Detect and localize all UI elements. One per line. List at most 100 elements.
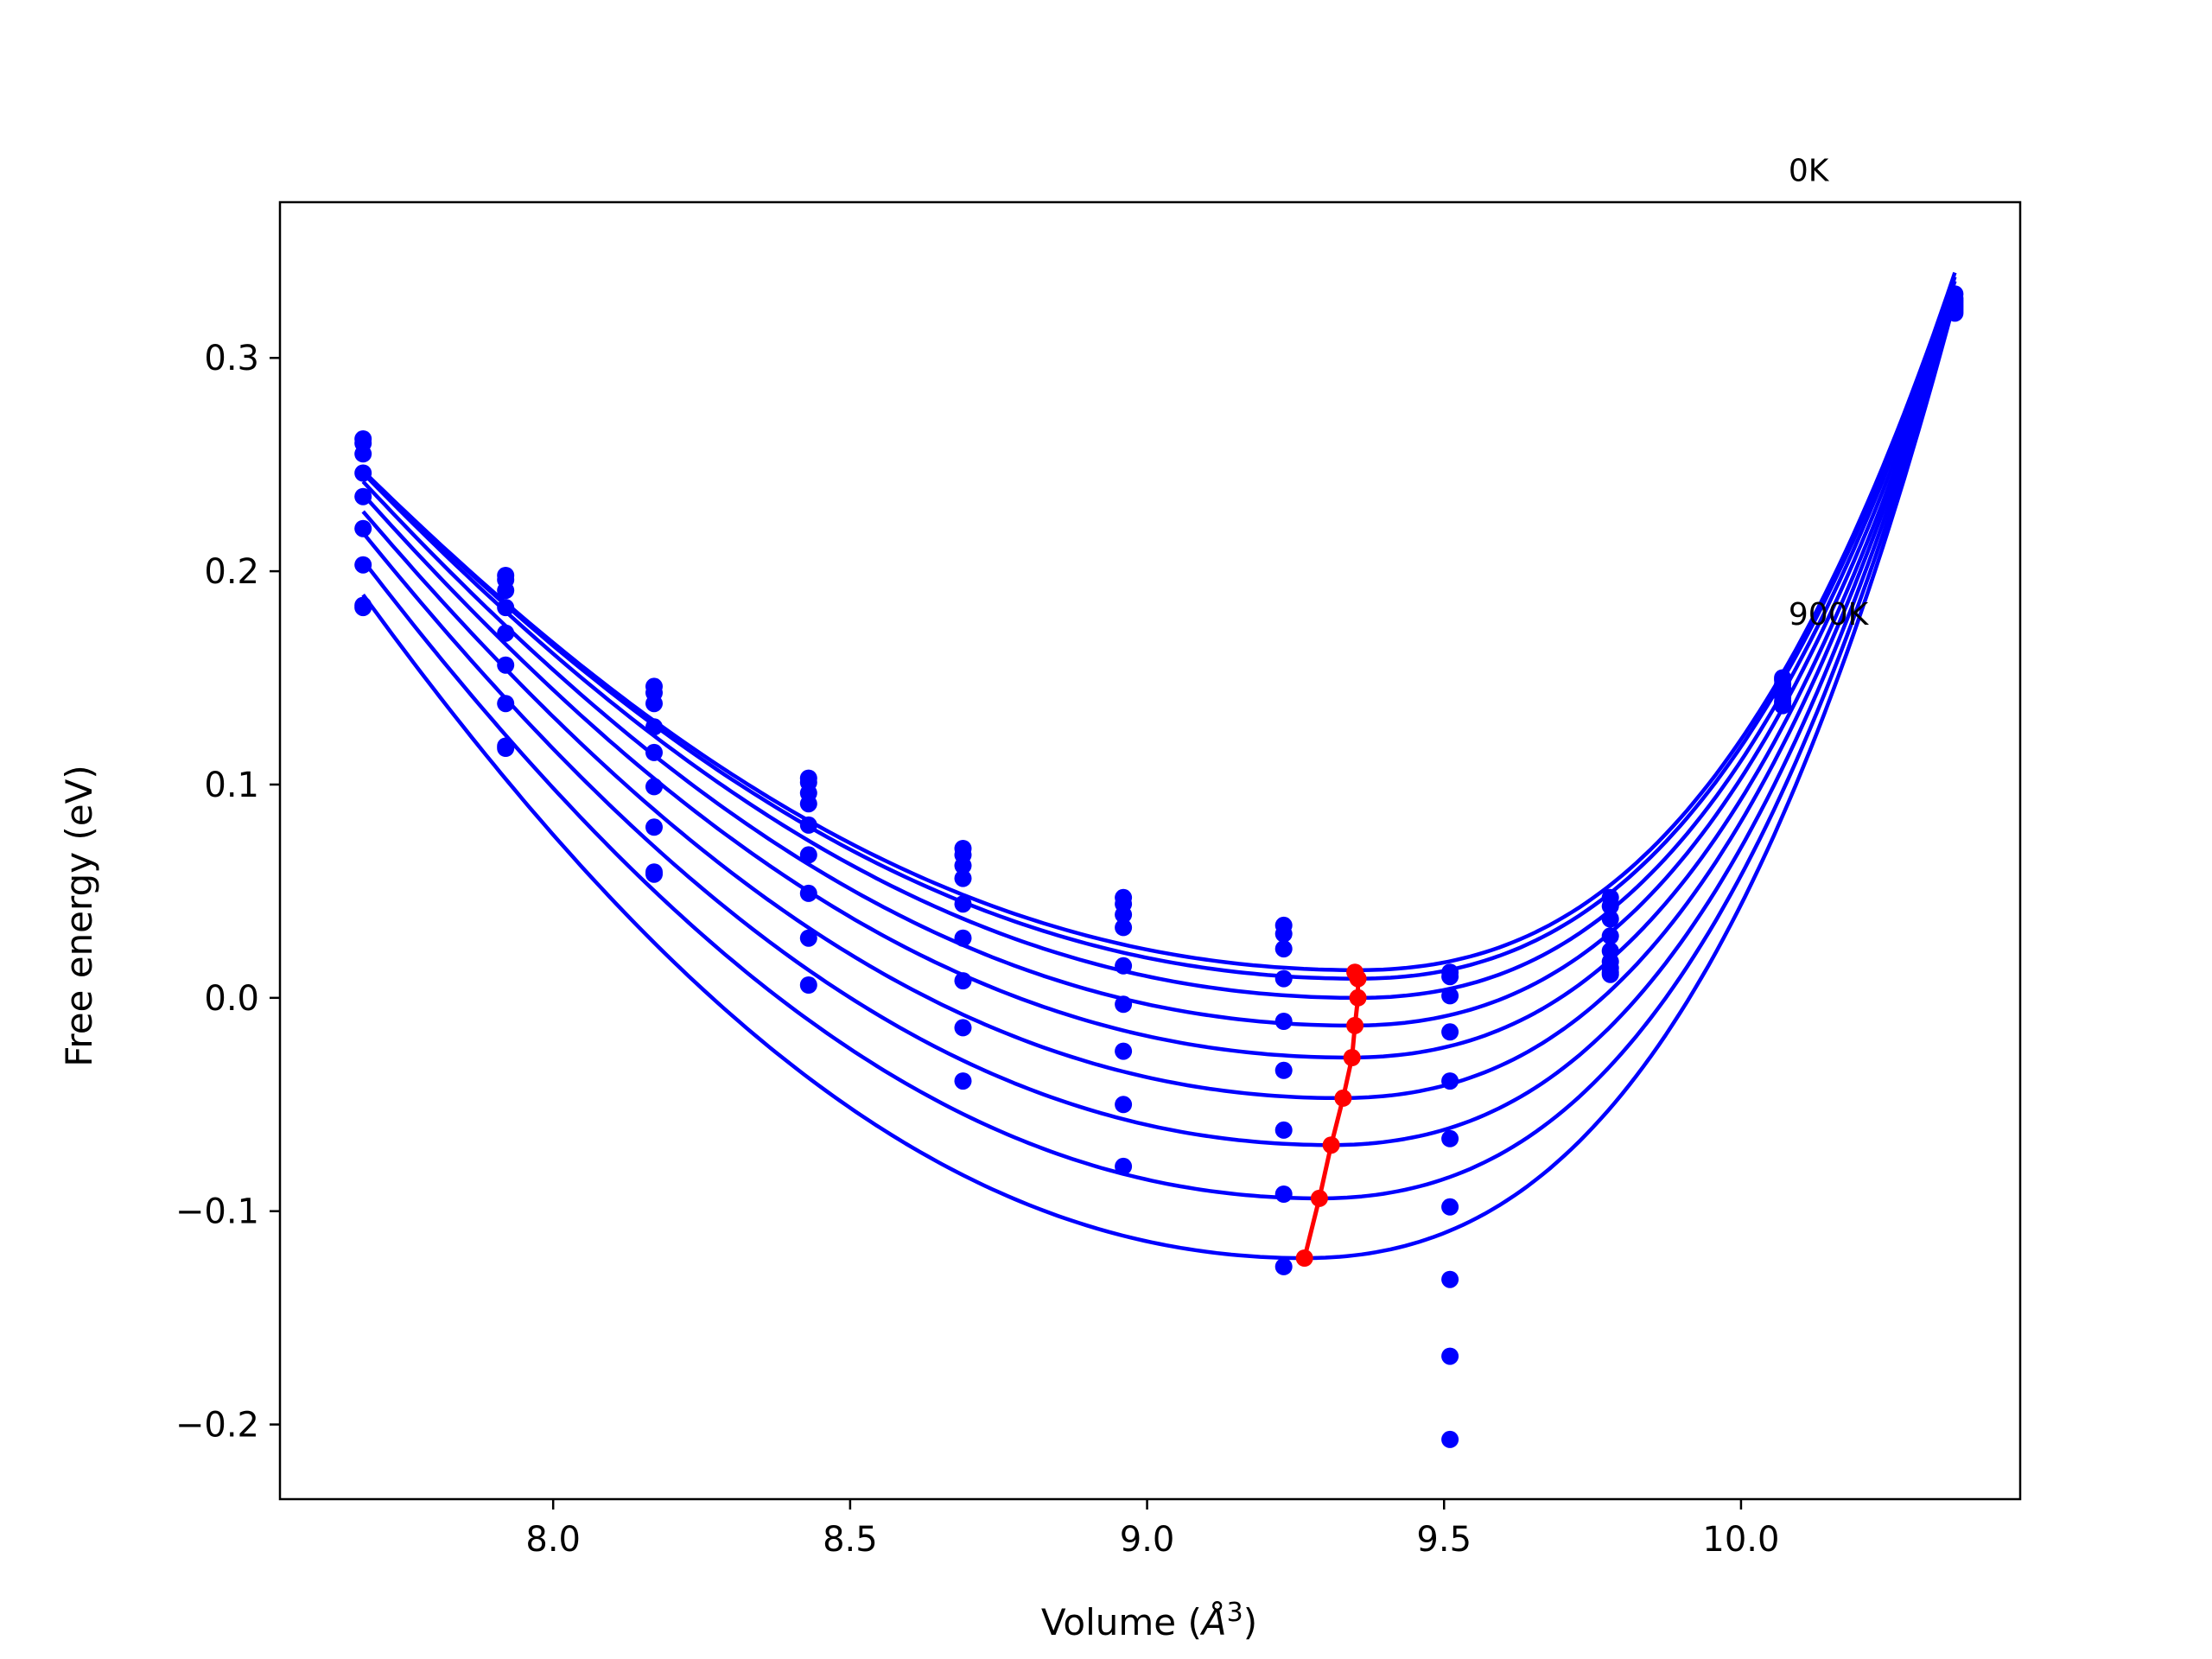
fit-curve-1: [361, 276, 1957, 981]
x-tick-label: 8.5: [823, 1520, 878, 1560]
data-point-s5-2: [645, 778, 663, 796]
axis-ticks: 8.0 8.5 9.0 9.5 10.0 −0.2 −0.1 0.0 0.1 0.2 0.3: [175, 339, 1780, 1560]
x-axis-label-exponent: 3: [1227, 1598, 1243, 1628]
data-point-s3-4: [954, 869, 972, 887]
y-tick-label: 0.0: [204, 979, 259, 1019]
y-tick-label: −0.1: [175, 1192, 259, 1232]
data-point-s3-6: [1274, 969, 1293, 988]
x-axis-label-text: Volume (: [1041, 1601, 1202, 1643]
y-axis-label: Free energy (eV): [58, 765, 100, 1067]
data-point-s7-5: [1115, 1096, 1133, 1114]
x-tick-label: 9.5: [1416, 1520, 1471, 1560]
data-point-s3-2: [645, 718, 663, 736]
data-point-s4-7: [1441, 1072, 1459, 1090]
fit-curve-0: [361, 271, 1957, 972]
data-point-s4-3: [799, 816, 817, 834]
data-point-s8-4: [954, 1072, 972, 1090]
fit-curve-2: [361, 280, 1957, 1001]
fit-curve-7: [361, 297, 1957, 1201]
y-tick-label: 0.2: [204, 552, 259, 592]
minimum-point-4: [1343, 1049, 1361, 1066]
x-tick-label: 10.0: [1702, 1520, 1779, 1560]
data-point-s1-7: [1441, 968, 1459, 986]
data-point-s8-0: [354, 596, 372, 614]
annotation-0k: 0K: [1789, 153, 1830, 188]
fit-curve-6: [361, 295, 1957, 1147]
data-point-s6-6: [1274, 1121, 1293, 1139]
data-point-s8-8: [1601, 965, 1619, 983]
data-point-s1-6: [1274, 925, 1293, 943]
data-point-s8-6: [1274, 1257, 1293, 1275]
data-point-s2-7: [1441, 987, 1459, 1005]
minimum-point-6: [1322, 1136, 1340, 1154]
data-point-s2-4: [954, 856, 972, 874]
data-point-s3-1: [497, 599, 515, 617]
x-axis-label-symbol: Å: [1199, 1600, 1227, 1643]
plot-area: [354, 271, 1964, 1448]
data-point-s2-5: [1115, 906, 1133, 924]
x-axis-label: Volume (Å3): [1041, 1598, 1257, 1643]
fit-curve-8: [361, 300, 1957, 1261]
minimum-point-1: [1349, 969, 1367, 988]
data-point-s7-6: [1274, 1185, 1293, 1203]
data-point-s6-1: [497, 695, 515, 713]
data-point-s2-1: [497, 582, 515, 600]
data-point-s3-7: [1441, 1023, 1459, 1041]
data-point-extra-0: [1441, 1430, 1459, 1448]
data-point-s2-6: [1274, 940, 1293, 958]
series-group: [354, 271, 1964, 1448]
y-tick-label: 0.3: [204, 339, 259, 378]
data-point-s3-0: [354, 464, 372, 482]
annotation-900k: 900K: [1789, 597, 1870, 632]
data-point-s1-8: [1601, 897, 1619, 915]
data-point-s8-2: [645, 863, 663, 881]
data-point-s6-0: [354, 556, 372, 574]
x-tick-label: 8.0: [525, 1520, 581, 1560]
data-point-s3-8: [1601, 927, 1619, 945]
data-point-s4-1: [497, 624, 515, 642]
minimum-point-8: [1295, 1249, 1313, 1267]
data-point-s8-5: [1115, 1157, 1133, 1175]
data-point-s2-8: [1601, 910, 1619, 928]
fit-curve-5: [361, 293, 1957, 1101]
data-point-s6-5: [1115, 1042, 1133, 1060]
data-point-s2-2: [645, 695, 663, 713]
minimum-point-3: [1346, 1016, 1364, 1034]
data-point-s4-5: [1115, 957, 1133, 975]
data-point-s4-6: [1274, 1013, 1293, 1030]
data-point-s5-1: [497, 656, 515, 674]
y-tick-label: −0.2: [175, 1406, 259, 1446]
fit-curve-4: [361, 291, 1957, 1060]
fit-curve-3: [361, 287, 1957, 1028]
data-point-s5-6: [1274, 1061, 1293, 1079]
data-point-s8-1: [497, 740, 515, 757]
data-point-s4-0: [354, 487, 372, 505]
data-point-s6-7: [1441, 1198, 1459, 1216]
data-point-s8-10: [1946, 304, 1964, 322]
data-point-s8-3: [799, 976, 817, 994]
data-point-s5-4: [954, 929, 972, 947]
data-point-s4-2: [645, 743, 663, 761]
data-point-s5-0: [354, 519, 372, 537]
data-point-s5-5: [1115, 995, 1133, 1014]
data-point-s4-4: [954, 895, 972, 913]
data-point-s3-3: [799, 795, 817, 813]
data-point-s7-7: [1441, 1270, 1459, 1288]
data-point-s8-7: [1441, 1347, 1459, 1365]
data-point-s2-0: [354, 445, 372, 463]
plot-frame: [278, 200, 2022, 1501]
data-point-s7-3: [799, 929, 817, 947]
minimum-point-7: [1310, 1189, 1328, 1207]
data-point-s3-5: [1115, 918, 1133, 937]
y-tick-label: 0.1: [204, 766, 259, 805]
data-point-s5-7: [1441, 1129, 1459, 1147]
minimum-point-5: [1334, 1089, 1352, 1107]
x-axis-label-close: ): [1243, 1601, 1257, 1643]
data-point-s7-4: [954, 1019, 972, 1037]
minimum-point-2: [1349, 988, 1367, 1007]
data-point-s8-9: [1774, 696, 1792, 715]
x-tick-label: 9.0: [1120, 1520, 1175, 1560]
data-point-s6-4: [954, 972, 972, 990]
